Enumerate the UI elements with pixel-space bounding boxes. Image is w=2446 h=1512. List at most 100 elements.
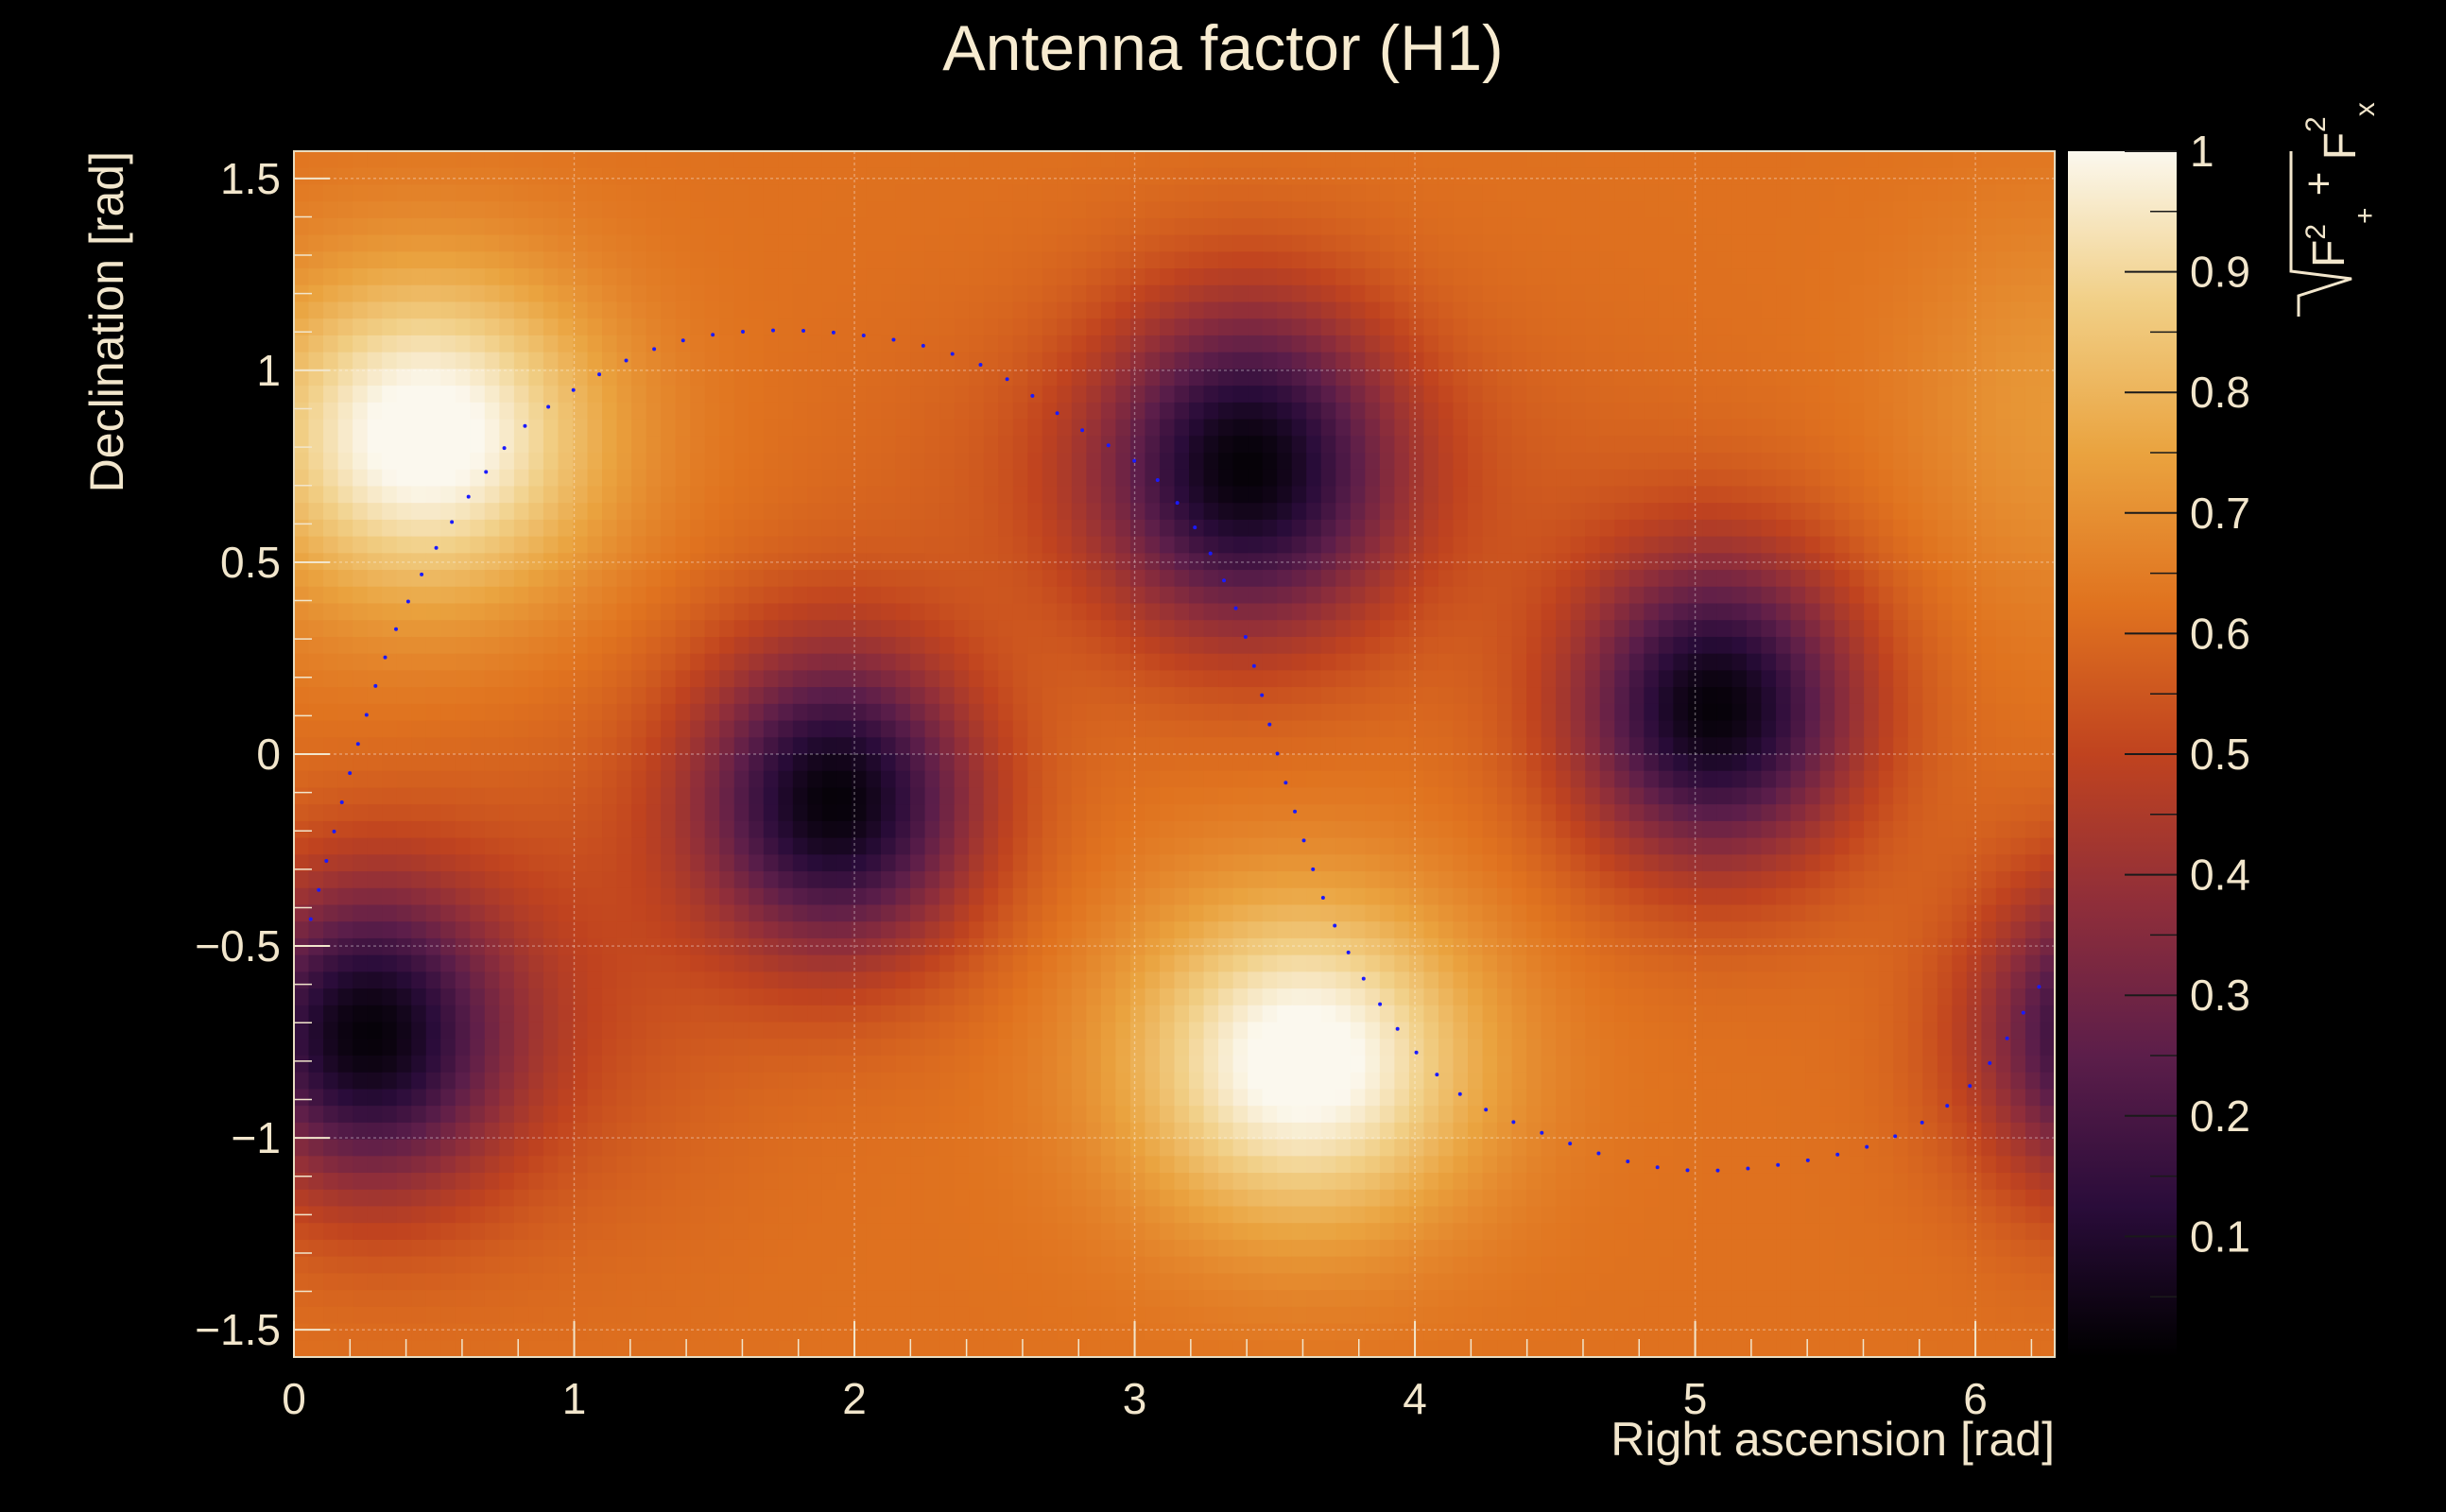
heatmap-cell xyxy=(1232,301,1249,319)
heatmap-cell xyxy=(704,603,720,621)
heatmap-cell xyxy=(1320,301,1336,319)
heatmap-cell xyxy=(661,453,677,471)
heatmap-cell xyxy=(1042,804,1058,822)
heatmap-cell xyxy=(1468,369,1484,387)
heatmap-cell xyxy=(558,201,574,219)
heatmap-cell xyxy=(1218,453,1234,471)
heatmap-cell xyxy=(661,570,677,588)
heatmap-cell xyxy=(661,603,677,621)
heatmap-cell xyxy=(382,469,398,488)
heatmap-cell xyxy=(2024,720,2041,738)
heatmap-cell xyxy=(1423,820,1439,839)
heatmap-cell xyxy=(1320,234,1336,252)
heatmap-cell xyxy=(1556,469,1572,488)
heatmap-cell xyxy=(778,670,794,688)
heatmap-cell xyxy=(1716,720,1733,738)
heatmap-cell xyxy=(484,703,500,722)
heatmap-cell xyxy=(1203,837,1219,855)
heatmap-cell xyxy=(998,251,1014,269)
heatmap-cell xyxy=(602,402,618,421)
heatmap-cell xyxy=(470,184,486,202)
heatmap-cell xyxy=(353,703,369,722)
heatmap-cell xyxy=(1716,268,1733,286)
heatmap-cell xyxy=(572,553,589,571)
heatmap-cell xyxy=(1776,335,1792,353)
heatmap-cell xyxy=(1731,553,1748,571)
heatmap-cell xyxy=(1893,284,1909,303)
heatmap-cell xyxy=(1819,217,1835,236)
heatmap-cell xyxy=(866,754,882,772)
heatmap-cell xyxy=(969,553,985,571)
heatmap-cell xyxy=(367,804,383,822)
heatmap-cell xyxy=(1673,620,1689,638)
heatmap-cell xyxy=(1952,620,1968,638)
heatmap-cell xyxy=(1262,151,1278,169)
heatmap-cell xyxy=(646,503,662,521)
heatmap-cell xyxy=(353,301,369,319)
heatmap-cell xyxy=(1922,234,1938,252)
heatmap-cell xyxy=(440,720,456,738)
heatmap-cell xyxy=(983,837,999,855)
heatmap-cell xyxy=(602,787,618,805)
heatmap-cell xyxy=(763,184,779,202)
heatmap-cell xyxy=(631,503,647,521)
heatmap-cell xyxy=(470,234,486,252)
heatmap-cell xyxy=(749,804,765,822)
heatmap-cell xyxy=(1599,536,1615,554)
heatmap-cell xyxy=(1556,620,1572,638)
heatmap-cell xyxy=(749,436,765,454)
heatmap-cell xyxy=(1731,419,1748,437)
heatmap-cell xyxy=(1541,486,1557,504)
heatmap-cell xyxy=(2024,251,2041,269)
heatmap-cell xyxy=(2024,335,2041,353)
heatmap-cell xyxy=(513,586,530,605)
heatmap-cell xyxy=(851,687,868,705)
heatmap-cell xyxy=(308,720,324,738)
heatmap-cell xyxy=(470,553,486,571)
heatmap-cell xyxy=(528,586,544,605)
heatmap-cell xyxy=(1907,234,1923,252)
heatmap-cell xyxy=(1702,184,1718,202)
heatmap-cell xyxy=(587,234,603,252)
heatmap-cell xyxy=(2040,301,2055,319)
heatmap-cell xyxy=(1981,503,1997,521)
heatmap-cell xyxy=(851,486,868,504)
heatmap-cell xyxy=(1232,369,1249,387)
heatmap-cell xyxy=(1232,519,1249,538)
heatmap-cell xyxy=(1174,469,1190,488)
heatmap-cell xyxy=(1673,804,1689,822)
heatmap-cell xyxy=(1100,453,1117,471)
heatmap-cell xyxy=(661,804,677,822)
heatmap-cell xyxy=(749,653,765,671)
heatmap-cell xyxy=(661,687,677,705)
heatmap-cell xyxy=(484,787,500,805)
heatmap-cell xyxy=(749,469,765,488)
heatmap-cell xyxy=(851,586,868,605)
heatmap-cell xyxy=(1042,653,1058,671)
heatmap-cell xyxy=(836,754,853,772)
heatmap-cell xyxy=(1320,703,1336,722)
heatmap-cell xyxy=(1585,486,1601,504)
heatmap-cell xyxy=(1511,586,1527,605)
heatmap-cell xyxy=(1042,419,1058,437)
heatmap-cell xyxy=(763,217,779,236)
heatmap-cell xyxy=(353,770,369,789)
heatmap-cell xyxy=(1129,234,1146,252)
heatmap-cell xyxy=(1644,201,1660,219)
heatmap-cell xyxy=(2010,335,2026,353)
heatmap-cell xyxy=(425,251,441,269)
heatmap-cell xyxy=(1203,703,1219,722)
heatmap-cell xyxy=(337,419,353,437)
heatmap-cell xyxy=(1776,553,1792,571)
heatmap-cell xyxy=(1834,804,1851,822)
heatmap-cell xyxy=(1805,620,1821,638)
heatmap-cell xyxy=(1687,251,1704,269)
heatmap-cell xyxy=(470,318,486,336)
heatmap-cell xyxy=(1864,284,1880,303)
heatmap-cell xyxy=(1805,503,1821,521)
heatmap-cell xyxy=(778,151,794,169)
heatmap-cell xyxy=(616,586,632,605)
heatmap-cell xyxy=(1541,201,1557,219)
heatmap-cell xyxy=(1790,787,1806,805)
heatmap-cell xyxy=(1981,268,1997,286)
